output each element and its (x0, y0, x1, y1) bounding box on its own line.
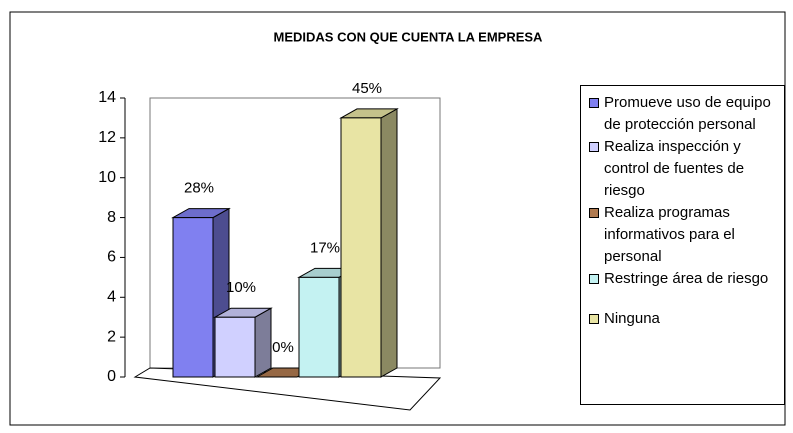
bar-face (340, 117, 382, 378)
legend-entry: Realiza programas informativos para el p… (589, 202, 780, 268)
legend-swatch (589, 274, 599, 284)
value-label: 0% (272, 339, 294, 356)
legend-swatch (589, 98, 599, 108)
legend-swatch (589, 314, 599, 324)
legend-entry: Promueve uso de equipo de protección per… (589, 92, 780, 136)
back-wall (149, 97, 441, 369)
legend-swatch (589, 142, 599, 152)
legend-label: Restringe área de riesgo (604, 270, 769, 287)
legend-swatch (589, 208, 599, 218)
legend-label: Ninguna (604, 310, 660, 327)
y-tick-label: 2 (107, 328, 116, 345)
legend-entry: Realiza inspección y control de fuentes … (589, 136, 780, 202)
y-tick-label: 14 (98, 89, 116, 106)
chart-title: MEDIDAS CON QUE CUENTA LA EMPRESA (274, 29, 544, 44)
legend-entry: Ninguna (589, 308, 780, 330)
legend: Promueve uso de equipo de protección per… (580, 85, 785, 405)
floor (133, 367, 442, 411)
bar-face (298, 276, 340, 378)
y-tick-label: 6 (107, 249, 116, 266)
bar-face (214, 316, 256, 378)
value-label: 10% (226, 279, 256, 296)
bar (339, 108, 399, 378)
y-tick-label: 0 (107, 368, 116, 385)
bar-face (172, 217, 214, 378)
legend-label: Promueve uso de equipo de protección per… (604, 94, 771, 133)
value-label: 28% (184, 180, 214, 197)
legend-label: Realiza inspección y control de fuentes … (604, 138, 745, 199)
value-label: 45% (352, 80, 382, 97)
bar-face (254, 307, 272, 378)
y-tick-label: 10 (98, 169, 116, 186)
legend-label: Realiza programas informativos para el p… (604, 204, 735, 265)
bar (213, 307, 273, 378)
value-label: 17% (310, 239, 340, 256)
y-tick-label: 4 (107, 289, 116, 306)
y-tick-label: 12 (98, 129, 116, 146)
y-tick-label: 8 (107, 209, 116, 226)
bar-face (380, 108, 398, 378)
frame (9, 11, 786, 426)
legend-entry: Restringe área de riesgo (589, 268, 780, 290)
